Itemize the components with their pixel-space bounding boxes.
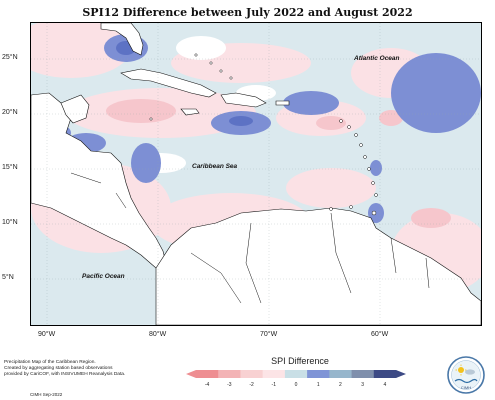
lon-label-60w: 60°W: [371, 331, 389, 338]
footnote-line-1: Precipitation Map of the Caribbean Regio…: [4, 360, 96, 365]
legend-tick-label: 1: [317, 382, 320, 388]
legend-swatch: [240, 370, 263, 378]
lat-label-15n: 15°N: [2, 164, 18, 171]
wave-icon: [454, 378, 478, 384]
legend-tick-label: -2: [249, 382, 254, 388]
lat-label-10n: 10°N: [2, 219, 18, 226]
land-hispaniola: [220, 92, 267, 108]
land-south-america: [155, 207, 481, 325]
land-cuba: [120, 68, 217, 98]
spi-map: [31, 23, 481, 325]
land-puerto-rico: [275, 100, 290, 106]
footnote-line-2: Created by aggregating station based obs…: [4, 366, 113, 371]
land-yucatan: [60, 94, 90, 124]
legend-tick-label: 0: [295, 382, 298, 388]
legend-swatch: [218, 370, 241, 378]
sun-icon: [455, 364, 467, 376]
credit-text: CIMH Sep-2022: [30, 392, 63, 397]
legend-swatch: [284, 370, 308, 378]
logo-text: CIMH: [461, 385, 471, 390]
land-central-america: [31, 92, 167, 269]
ocean-label-pacific: Pacific Ocean: [82, 273, 125, 280]
legend-tick-label: -1: [272, 382, 277, 388]
land-jamaica: [180, 108, 200, 116]
legend-swatch: [351, 370, 375, 378]
legend-arrow-right: [396, 370, 406, 378]
lesser-antilles: [149, 53, 378, 216]
map-title: SPI12 Difference between July 2022 and A…: [82, 6, 413, 19]
legend-tick-label: 3: [361, 382, 364, 388]
graticule: [31, 23, 481, 325]
legend-title: SPI Difference: [271, 356, 329, 366]
lat-label-25n: 25°N: [2, 54, 18, 61]
legend-colorbar: -4 -3 -2 -1 0 1 2 3 4: [186, 370, 406, 388]
legend-tick-label: 4: [383, 382, 386, 388]
cimh-logo: CIMH: [447, 356, 485, 394]
cloud-icon: [465, 369, 475, 375]
legend-swatch: [329, 370, 352, 378]
legend-swatch: [307, 370, 330, 378]
legend-tick-label: 2: [339, 382, 342, 388]
lon-label-80w: 80°W: [149, 331, 167, 338]
country-borders: [70, 172, 430, 304]
ocean-label-caribbean: Caribbean Sea: [192, 163, 238, 170]
legend-swatch: [262, 370, 286, 378]
lat-label-20n: 20°N: [2, 109, 18, 116]
footnote-line-3: provided by CariCOF, with INSIVUMEH Rean…: [4, 372, 126, 377]
legend-swatch: [196, 370, 219, 378]
map-frame: [30, 22, 482, 326]
legend-tick-label: -3: [227, 382, 232, 388]
map-footnote: Precipitation Map of the Caribbean Regio…: [4, 360, 154, 378]
lon-label-90w: 90°W: [38, 331, 56, 338]
lon-label-70w: 70°W: [260, 331, 278, 338]
land-masses: [31, 23, 481, 325]
lat-label-5n: 5°N: [2, 274, 14, 281]
legend-arrow-left: [186, 370, 196, 378]
land-florida: [100, 23, 144, 56]
legend-swatch: [373, 370, 397, 378]
ocean-label-atlantic: Atlantic Ocean: [354, 55, 400, 62]
legend-tick-label: -4: [205, 382, 210, 388]
